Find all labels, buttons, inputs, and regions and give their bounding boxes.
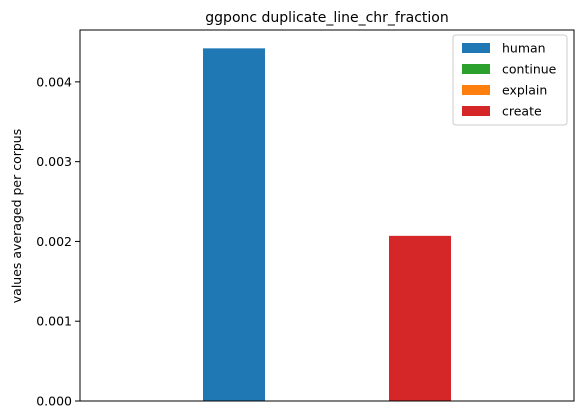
legend: human continue explain create <box>452 34 568 126</box>
legend-swatch-create <box>462 106 490 116</box>
legend-label-continue: continue <box>502 62 557 77</box>
legend-swatch-human <box>462 43 490 53</box>
y-axis: 0.000 0.001 0.002 0.003 0.004 <box>36 74 80 409</box>
legend-label-human: human <box>502 41 546 56</box>
legend-label-create: create <box>502 104 542 119</box>
bar-human <box>203 48 265 402</box>
y-tick-label: 0.000 <box>36 394 72 409</box>
legend-swatch-explain <box>462 85 490 95</box>
y-tick-label: 0.002 <box>36 234 72 249</box>
bars-group <box>203 48 451 402</box>
legend-label-explain: explain <box>502 83 547 98</box>
y-axis-label: values averaged per corpus <box>9 129 24 303</box>
chart-title: ggponc duplicate_line_chr_fraction <box>205 10 448 26</box>
bar-create <box>389 235 451 401</box>
y-tick-label: 0.004 <box>36 74 72 89</box>
legend-frame <box>452 34 568 126</box>
legend-swatch-continue <box>462 64 490 74</box>
y-tick-label: 0.001 <box>36 314 72 329</box>
plot-frame <box>79 29 575 402</box>
y-tick-label: 0.003 <box>36 154 72 169</box>
